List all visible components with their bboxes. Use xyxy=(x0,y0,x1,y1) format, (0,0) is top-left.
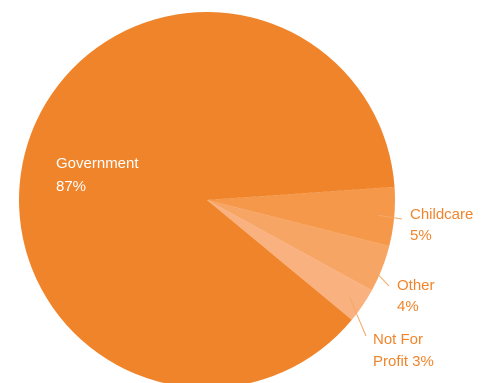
pie-slice-not-for-profit xyxy=(207,200,372,320)
pie-slices xyxy=(19,12,395,383)
leader-line-childcare xyxy=(378,214,403,220)
pie-slice-government xyxy=(19,12,395,383)
label-notforprofit-line1: Not For xyxy=(373,331,423,348)
label-childcare-name: Childcare xyxy=(410,206,473,223)
label-other-name: Other xyxy=(397,277,435,294)
label-childcare-pct: 5% xyxy=(410,227,432,244)
leader-line-other xyxy=(366,262,390,287)
pie-slice-childcare xyxy=(207,186,395,247)
leader-lines xyxy=(348,214,403,337)
leader-line-not-for-profit xyxy=(348,296,367,337)
label-notforprofit-line2: Profit 3% xyxy=(373,353,434,370)
label-government-name: Government xyxy=(56,155,139,172)
label-government-pct: 87% xyxy=(56,178,86,195)
pie-slice-other xyxy=(207,200,390,291)
label-other-pct: 4% xyxy=(397,298,419,315)
